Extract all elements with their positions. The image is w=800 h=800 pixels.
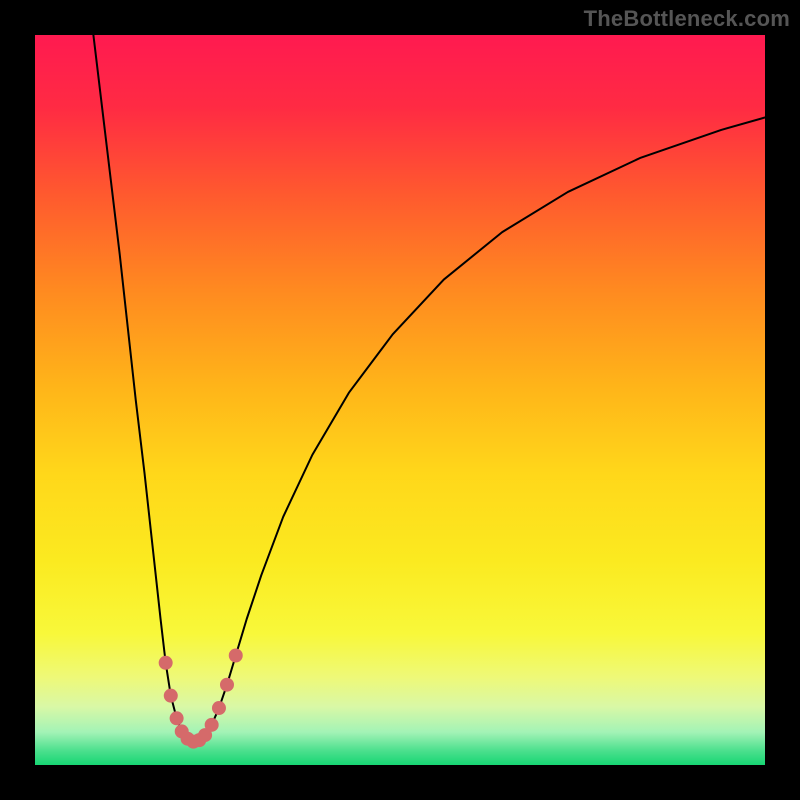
chart-frame: TheBottleneck.com [0, 0, 800, 800]
watermark-text: TheBottleneck.com [584, 6, 790, 32]
curve-marker [205, 718, 219, 732]
curve-marker [170, 711, 184, 725]
curve-marker [164, 689, 178, 703]
curve-marker [159, 656, 173, 670]
gradient-background [35, 35, 765, 765]
curve-marker [229, 649, 243, 663]
plot-svg [35, 35, 765, 765]
curve-marker [220, 678, 234, 692]
plot-area [35, 35, 765, 765]
curve-marker [212, 701, 226, 715]
